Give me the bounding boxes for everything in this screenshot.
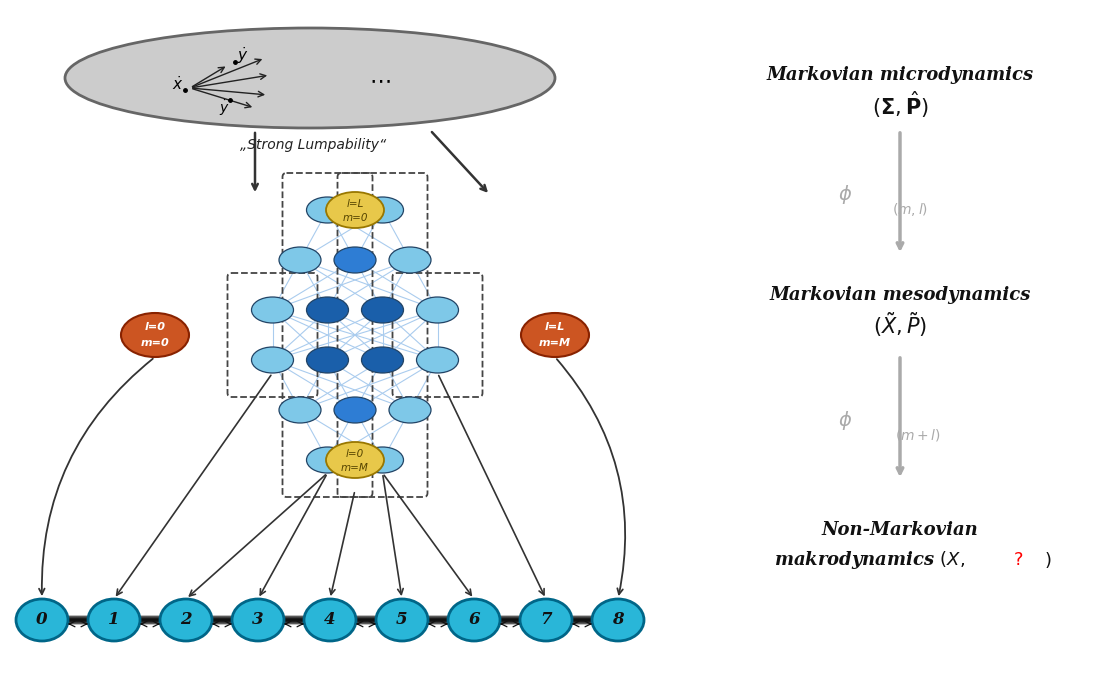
Ellipse shape	[390, 247, 431, 273]
Text: Markovian microdynamics: Markovian microdynamics	[767, 66, 1034, 84]
Text: $(\mathbf{\Sigma},\hat{\mathbf{P}})$: $(\mathbf{\Sigma},\hat{\mathbf{P}})$	[871, 90, 928, 120]
Text: 7: 7	[540, 612, 552, 629]
Ellipse shape	[306, 447, 348, 473]
Ellipse shape	[449, 599, 500, 641]
Ellipse shape	[362, 347, 404, 373]
Text: $\dot{y}$: $\dot{y}$	[237, 45, 249, 67]
Ellipse shape	[304, 599, 356, 641]
Text: 3: 3	[253, 612, 264, 629]
Ellipse shape	[326, 192, 384, 228]
Text: 4: 4	[324, 612, 336, 629]
Ellipse shape	[16, 599, 68, 641]
Text: $(m+l)$: $(m+l)$	[895, 427, 940, 443]
Text: $\cdots$: $\cdots$	[370, 70, 391, 90]
Ellipse shape	[121, 313, 189, 357]
Ellipse shape	[252, 347, 294, 373]
Ellipse shape	[65, 28, 555, 128]
Ellipse shape	[88, 599, 140, 641]
Text: 0: 0	[37, 612, 48, 629]
Ellipse shape	[326, 442, 384, 478]
Ellipse shape	[232, 599, 284, 641]
Text: l=0: l=0	[145, 322, 166, 332]
Ellipse shape	[592, 599, 644, 641]
Text: m=0: m=0	[140, 338, 169, 348]
Text: $(m,l)$: $(m,l)$	[892, 202, 928, 219]
Text: l=0: l=0	[346, 449, 364, 459]
Ellipse shape	[334, 397, 376, 423]
Ellipse shape	[306, 297, 348, 323]
Ellipse shape	[252, 297, 294, 323]
Ellipse shape	[362, 197, 404, 223]
Ellipse shape	[390, 397, 431, 423]
Text: makrodynamics $(X,$: makrodynamics $(X,$	[775, 549, 966, 571]
Text: 1: 1	[108, 612, 120, 629]
Text: $\dot{x}$: $\dot{x}$	[173, 75, 184, 93]
Ellipse shape	[376, 599, 429, 641]
Text: $\dot{y}$: $\dot{y}$	[218, 98, 229, 118]
Text: m=M: m=M	[539, 338, 571, 348]
Text: 2: 2	[180, 612, 191, 629]
Text: $?$: $?$	[1013, 551, 1023, 569]
Ellipse shape	[416, 297, 459, 323]
Ellipse shape	[334, 247, 376, 273]
Text: m=M: m=M	[341, 463, 368, 473]
Text: Non-Markovian: Non-Markovian	[821, 521, 978, 539]
Ellipse shape	[160, 599, 211, 641]
Text: $\phi$: $\phi$	[838, 409, 853, 431]
Ellipse shape	[362, 447, 404, 473]
Text: l=L: l=L	[346, 199, 364, 209]
Ellipse shape	[416, 347, 459, 373]
Text: 8: 8	[612, 612, 623, 629]
Ellipse shape	[306, 197, 348, 223]
Text: $)$: $)$	[1044, 550, 1052, 570]
Text: Markovian mesodynamics: Markovian mesodynamics	[769, 286, 1031, 304]
Text: „Strong Lumpability“: „Strong Lumpability“	[240, 138, 386, 152]
Ellipse shape	[279, 247, 321, 273]
Text: 5: 5	[396, 612, 407, 629]
Ellipse shape	[306, 347, 348, 373]
Text: $(\tilde{X},\tilde{P})$: $(\tilde{X},\tilde{P})$	[873, 310, 927, 340]
Ellipse shape	[520, 599, 572, 641]
Text: $\phi$: $\phi$	[838, 183, 853, 206]
Text: 6: 6	[469, 612, 480, 629]
Text: l=L: l=L	[544, 322, 565, 332]
Ellipse shape	[521, 313, 589, 357]
Text: m=0: m=0	[343, 213, 367, 223]
Ellipse shape	[362, 297, 404, 323]
Ellipse shape	[279, 397, 321, 423]
